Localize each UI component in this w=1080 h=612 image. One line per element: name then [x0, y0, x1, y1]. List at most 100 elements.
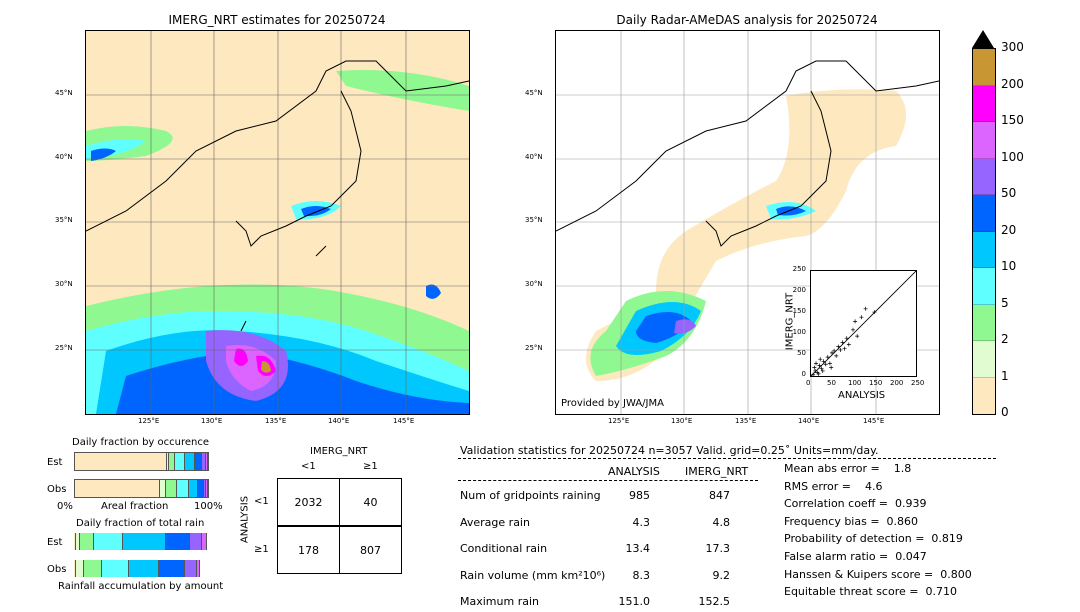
row-ge1: ≥1 [254, 544, 269, 555]
left-lon-tick: 125°E [138, 417, 160, 425]
fraction-segment [128, 560, 159, 577]
scatter-point [825, 355, 830, 360]
fraction-segment [76, 560, 84, 577]
right-map-title: Daily Radar-AMeDAS analysis for 20250724 [616, 13, 878, 27]
left-lat-tick: 30°N [55, 280, 73, 288]
col-ge1: ≥1 [363, 461, 378, 472]
scatter-y-tick: 200 [792, 286, 806, 294]
right-lon-tick: 130°E [671, 417, 693, 425]
scatter-point [817, 363, 822, 368]
fraction-segment [189, 480, 198, 497]
colorbar-segment [973, 85, 995, 122]
fraction-segment [93, 533, 123, 550]
stat-analysis-value: 13.4 [625, 542, 651, 555]
score-line: Frequency bias = 0.860 [784, 514, 919, 528]
fraction-segment [196, 560, 201, 577]
left-lon-tick: 130°E [201, 417, 223, 425]
scatter-x-tick: 250 [911, 379, 925, 387]
fraction-segment [185, 453, 195, 470]
fraction-segment [202, 453, 206, 470]
scatter-point [834, 353, 839, 358]
fraction-segment [75, 453, 167, 470]
occ-xlabel: Areal fraction [101, 501, 169, 512]
occ-obs-label: Obs [47, 484, 67, 495]
scatter-point [842, 346, 847, 351]
total-rain-est-bar [74, 533, 208, 550]
scatter-y-tick: 150 [792, 307, 806, 315]
data-credit: Provided by JWA/JMA [561, 398, 664, 409]
colorbar-label: 0 [1001, 405, 1009, 419]
left-lat-tick: 35°N [55, 216, 73, 224]
fraction-segment [197, 480, 204, 497]
total-rain-title: Daily fraction of total rain [76, 518, 205, 529]
scatter-xlabel: ANALYSIS [838, 390, 886, 401]
colorbar-label: 20 [1001, 222, 1017, 237]
left-lat-tick: 45°N [55, 89, 73, 97]
stat-analysis-value: 985 [629, 489, 650, 502]
score-line: False alarm ratio = 0.047 [784, 550, 927, 563]
row-lt1: <1 [254, 496, 269, 507]
scatter-y-tick: 250 [792, 265, 806, 273]
cell-hit: 807 [339, 526, 402, 574]
score-line: RMS error = 4.6 [784, 479, 883, 493]
scatter-x-tick: 200 [890, 379, 904, 387]
scatter-y-tick: 100 [792, 328, 806, 336]
colorbar-label: 50 [1001, 186, 1017, 200]
right-lat-tick: 45°N [525, 89, 543, 97]
scatter-point [836, 344, 841, 349]
scatter-point [853, 319, 858, 324]
fraction-segment [189, 533, 203, 550]
scatter-y-tick: 50 [797, 349, 806, 357]
imerg-rain-field [86, 31, 469, 414]
fraction-segment [165, 533, 190, 550]
colorbar-label: 1 [1001, 368, 1009, 383]
scatter-point [827, 361, 832, 366]
left-lat-tick: 40°N [55, 153, 73, 161]
scatter-point [872, 310, 877, 315]
colorbar-label: 150 [1001, 113, 1024, 127]
right-lat-tick: 30°N [525, 280, 543, 288]
fraction-segment [76, 533, 80, 550]
colorbar-label: 10 [1001, 259, 1017, 273]
total-rain-obs-bar [74, 560, 207, 577]
scatter-point [859, 315, 864, 320]
score-line: Equitable threat score = 0.710 [784, 585, 957, 599]
scatter-point [846, 342, 851, 347]
scatter-point [838, 347, 843, 352]
right-lat-tick: 40°N [525, 153, 543, 161]
stat-label: Maximum rain [460, 595, 539, 608]
stat-imerg-value: 152.5 [698, 595, 731, 608]
contingency-col-title: IMERG_NRT [310, 446, 368, 457]
fraction-segment [205, 480, 208, 497]
scatter-x-tick: 0 [806, 379, 811, 387]
scatter-point [855, 334, 860, 339]
one-to-one-line [810, 270, 917, 377]
fraction-segment [158, 560, 186, 577]
scatter-point [821, 359, 826, 364]
scatter-x-tick: 150 [869, 379, 883, 387]
scatter-point [830, 350, 834, 355]
divider [458, 480, 758, 481]
colorbar-label: 5 [1001, 295, 1009, 310]
colorbar-label: 2 [1001, 332, 1009, 346]
scatter-point [812, 365, 817, 370]
fraction-segment [169, 453, 176, 470]
fraction-segment [165, 480, 177, 497]
occ-left: 0% [57, 501, 73, 512]
scatter-point [816, 371, 821, 376]
coastline [86, 60, 469, 332]
right-lat-tick: 25°N [525, 344, 543, 352]
stat-imerg-value: 4.8 [712, 515, 731, 529]
score-line: Mean abs error = 1.8 [784, 462, 912, 475]
scatter-point [844, 336, 849, 341]
fraction-segment [102, 560, 129, 577]
left-lon-tick: 140°E [328, 417, 350, 425]
scatter-point [829, 365, 834, 370]
colorbar-segment [973, 122, 995, 159]
right-lat-tick: 35°N [525, 216, 543, 224]
radar-map: Provided by JWA/JMA [555, 30, 940, 415]
fraction-segment [205, 453, 208, 470]
scatter-point [813, 368, 818, 373]
score-line: Probability of detection = 0.819 [784, 532, 963, 546]
occurrence-obs-bar [74, 479, 209, 498]
